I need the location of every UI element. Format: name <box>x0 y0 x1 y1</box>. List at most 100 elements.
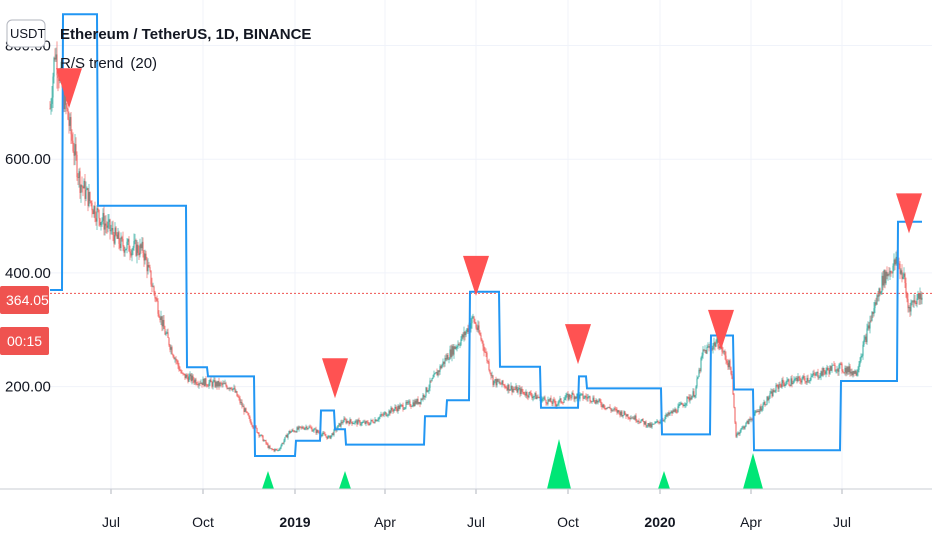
candle-body <box>750 418 752 420</box>
candle-body <box>631 417 633 419</box>
candle-body <box>681 403 683 405</box>
candle-body <box>766 396 768 405</box>
candle-body <box>126 241 128 249</box>
candle-body <box>318 432 320 434</box>
candle-body <box>892 265 894 274</box>
candle-body <box>362 422 364 423</box>
candle-body <box>492 375 494 385</box>
candle-body <box>680 403 682 405</box>
candle-body <box>330 435 332 439</box>
candle-body <box>844 367 846 373</box>
buy-signal-marker <box>262 471 274 489</box>
candle-body <box>668 412 670 415</box>
candle-body <box>276 449 278 451</box>
candle-body <box>592 397 594 402</box>
candle-body <box>445 358 447 360</box>
candle-body <box>778 384 780 389</box>
candle-body <box>640 420 642 423</box>
candle-body <box>833 364 835 366</box>
candle-body <box>875 302 877 305</box>
candle-body <box>802 376 804 380</box>
candle-body <box>231 389 233 390</box>
candle-body <box>506 387 508 391</box>
candle-body <box>391 407 393 411</box>
candle-body <box>777 385 779 389</box>
candle-body <box>129 251 131 254</box>
buy-signal-marker <box>339 471 351 489</box>
candle-body <box>233 387 235 389</box>
candle-body <box>749 418 751 420</box>
currency-button[interactable]: USDT <box>6 19 46 48</box>
candle-body <box>81 185 83 187</box>
candle-body <box>410 406 412 407</box>
candle-body <box>100 222 102 226</box>
candle-body <box>153 286 155 293</box>
candle-body <box>388 410 390 415</box>
candle-body <box>357 419 359 425</box>
candle-body <box>306 426 308 430</box>
candle-body <box>728 360 730 368</box>
candle-body <box>855 370 857 376</box>
candle-body <box>496 379 498 386</box>
candle-body <box>327 436 329 439</box>
candle-body <box>120 237 122 248</box>
candle-body <box>451 346 453 357</box>
candle-body <box>747 420 749 424</box>
candle-body <box>402 404 404 410</box>
candle-body <box>895 256 897 265</box>
candle-body <box>63 84 65 110</box>
candle-body <box>104 223 106 230</box>
candle-body <box>214 380 216 387</box>
candle-body <box>232 388 234 390</box>
indicator-param[interactable]: (20) <box>130 55 157 72</box>
candle-body <box>688 396 690 401</box>
candle-body <box>243 406 245 412</box>
candle-body <box>531 395 533 399</box>
candle-body <box>846 367 848 374</box>
currency-button-label[interactable]: USDT <box>10 26 45 41</box>
candle-body <box>89 192 91 202</box>
candle-body <box>220 382 222 384</box>
candle-body <box>639 421 641 423</box>
candle-body <box>193 380 195 383</box>
indicator-label[interactable]: R/S trend (20) <box>60 55 157 72</box>
candle-body <box>440 366 442 369</box>
candle-body <box>165 333 167 335</box>
candle-body <box>899 263 901 274</box>
candle-body <box>697 376 699 379</box>
candle-body <box>521 388 523 392</box>
candle-body <box>257 432 259 434</box>
candle-body <box>857 369 859 373</box>
candle-body <box>686 396 688 404</box>
candle-body <box>130 253 132 256</box>
candle-body <box>554 400 556 404</box>
x-axis[interactable]: Jul Oct 2019 Apr Jul Oct 2020 Apr Jul <box>102 514 851 530</box>
candle-body <box>239 397 241 403</box>
candle-body <box>717 336 719 347</box>
countdown-badge-background <box>0 327 49 355</box>
candle-body <box>303 428 305 430</box>
candle-body <box>581 393 583 395</box>
candle-body <box>871 311 873 321</box>
x-tick-label: 2020 <box>644 514 675 530</box>
candle-body <box>758 411 760 413</box>
candle-body <box>659 421 661 423</box>
candle-body <box>836 369 838 371</box>
candle-body <box>331 433 333 436</box>
candle-body <box>745 422 747 427</box>
candle-body <box>519 388 521 395</box>
candle-body <box>775 385 777 392</box>
currency-button-frame[interactable] <box>6 19 46 48</box>
candle-body <box>425 387 427 396</box>
candle-body <box>856 372 858 376</box>
candle-body <box>470 323 472 329</box>
candle-body <box>771 391 773 397</box>
candle-body <box>78 171 80 178</box>
candle-body <box>770 391 772 394</box>
candle-body <box>918 293 920 299</box>
candle-body <box>444 358 446 364</box>
candle-body <box>921 297 923 300</box>
indicator-name[interactable]: R/S trend <box>60 55 123 72</box>
candle-body <box>299 426 301 428</box>
